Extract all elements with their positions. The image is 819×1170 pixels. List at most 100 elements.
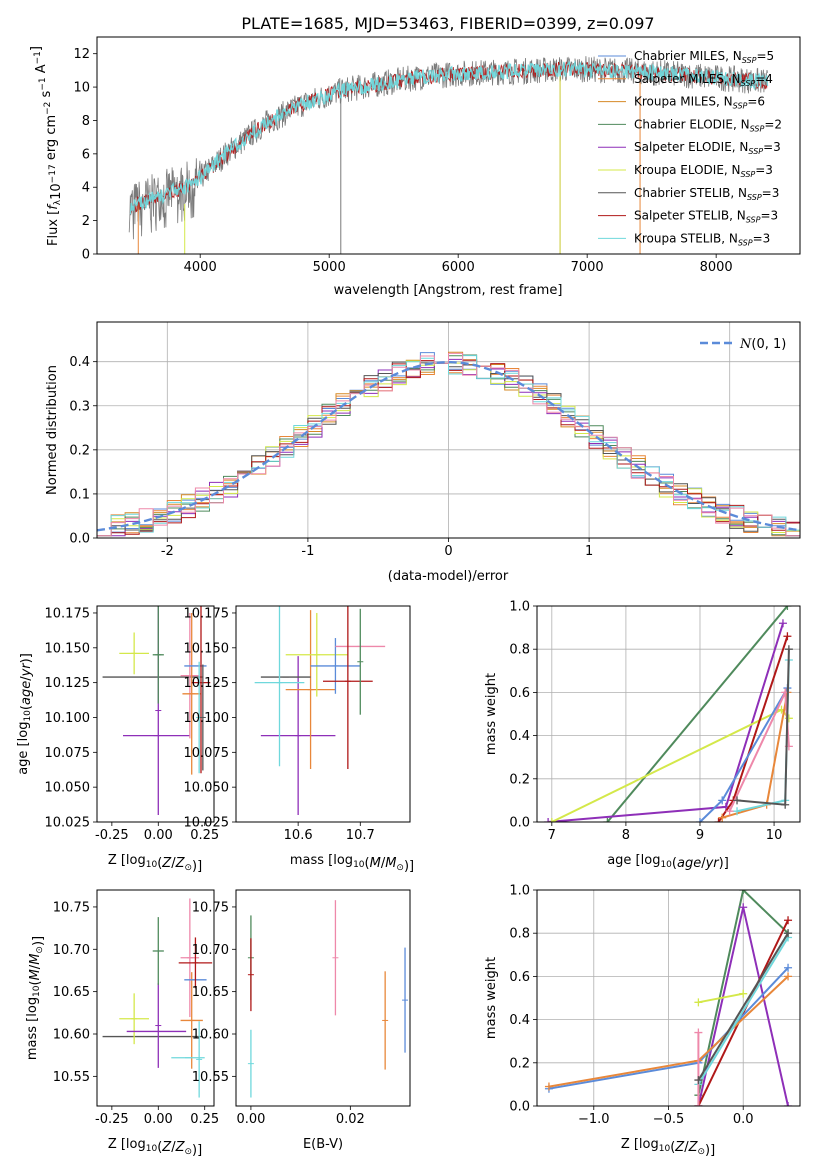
label-part: ( — [157, 1140, 162, 1155]
y-tick-label: 10.150 — [184, 641, 230, 656]
x-tick-label: 0.00 — [144, 828, 173, 843]
y-tick-label: 0 — [82, 248, 90, 263]
label-part: / — [171, 1140, 176, 1155]
label-part: ⊙ — [184, 863, 192, 873]
label-part: Z — [161, 1140, 172, 1155]
spectrum-plot-area — [128, 56, 769, 254]
y-tick-label: 10.60 — [192, 1028, 229, 1043]
label-part: )] — [719, 856, 729, 871]
weight-marker — [714, 818, 723, 822]
y-tick-label: 0.6 — [509, 970, 530, 985]
x-axis-label: Z [log10(Z/Z⊙)] — [108, 1137, 202, 1158]
legend-subscript: SSP — [733, 102, 748, 111]
y-tick-label: 10.075 — [45, 746, 91, 761]
mass-vs-EBV-plot-area — [247, 900, 409, 1098]
label-part: / — [381, 856, 386, 871]
weight-line — [697, 936, 789, 1085]
legend-label: Kroupa ELODIE, NSSP=3 — [634, 163, 773, 179]
x-tick-label: 0.0 — [733, 1112, 754, 1127]
residual-histogram-panel: -2 -1 0 1 2 0.0 0.1 0.2 0.3 0.4 (data-model)/error… — [45, 321, 801, 584]
label-part: M — [28, 954, 43, 965]
legend-subscript: SSP — [742, 56, 757, 65]
x-axis-label: E(B-V) — [303, 1137, 343, 1152]
label-part: ( — [28, 980, 43, 985]
weight-marker — [547, 818, 556, 822]
label-part: Z — [175, 1140, 186, 1155]
axes-frame — [96, 889, 215, 1107]
residual-histogram-plot-area — [97, 351, 800, 537]
x-tick-label: 0.25 — [190, 828, 219, 843]
label-part: ⊙ — [184, 1147, 192, 1157]
label-part: 10 — [23, 710, 33, 722]
legend-text: Chabrier ELODIE, N — [634, 117, 750, 131]
label-part: )] — [705, 1143, 715, 1158]
label-part: ( — [19, 705, 34, 710]
label-part: −2 — [43, 102, 53, 115]
y-tick-label: 0.2 — [509, 772, 530, 787]
axes-frame — [536, 889, 801, 1107]
mass-weight-vs-Z-panel: −1.0 −0.5 0.00.00.20.40.60.81.0Z [log10(Z/… — [484, 884, 801, 1158]
legend-label: Chabrier ELODIE, NSSP=2 — [634, 117, 782, 133]
x-tick-label: 10 — [766, 828, 783, 843]
legend-text: =3 — [753, 231, 771, 245]
label-part: )] — [19, 653, 34, 663]
legend-text: =3 — [762, 186, 780, 200]
label-part: 10 — [659, 1144, 671, 1154]
y-tick-label: 0.0 — [509, 1100, 530, 1115]
legend-subscript: SSP — [741, 170, 756, 179]
y-tick-label: 10.150 — [45, 641, 91, 656]
legend-label: Chabrier MILES, NSSP=5 — [634, 49, 774, 65]
label-part: 10 — [660, 860, 672, 870]
legend-text: =5 — [756, 49, 774, 63]
weight-marker — [781, 800, 790, 809]
label-part: erg cm — [44, 115, 59, 164]
x-tick-label: 10.7 — [346, 828, 375, 843]
label-part: E(B-V) — [303, 1137, 343, 1152]
y-tick-label: 0.0 — [509, 816, 530, 831]
x-tick-label: 2 — [726, 544, 734, 559]
y-tick-label: 0.6 — [509, 686, 530, 701]
figure-title: PLATE=1685, MJD=53463, FIBERID=0399, z=0… — [241, 14, 654, 33]
legend-text: Kroupa MILES, N — [634, 95, 733, 109]
label-part: M — [28, 969, 43, 980]
label-part: )] — [192, 859, 202, 874]
y-tick-label: 0.1 — [69, 487, 90, 502]
y-tick-label: 2 — [82, 214, 90, 229]
legend-text: Chabrier STELIB, N — [634, 186, 747, 200]
legend-text: Chabrier MILES, N — [634, 49, 742, 63]
weight-marker — [739, 890, 748, 894]
y-tick-label: 10.175 — [184, 606, 230, 621]
legend-text: Salpeter STELIB, N — [634, 209, 746, 223]
label-part: ⊙ — [35, 946, 45, 954]
legend-label: Salpeter MILES, NSSP=4 — [634, 72, 773, 88]
x-tick-label: −0.5 — [653, 1112, 685, 1127]
mass-vs-Z-panel: -0.25 0.00 0.25 10.55 10.60 10.65 10.70 10.75 Z … — [25, 889, 219, 1158]
label-part: Z — [161, 856, 172, 871]
label-part: −1 — [38, 77, 48, 90]
label-part: / — [19, 676, 34, 681]
age-vs-Z-panel: -0.25 0.00 0.25 10.025 10.050 10.075 10.100 10.… — [16, 605, 219, 874]
x-tick-label: 8 — [622, 828, 630, 843]
label-part: 10 — [146, 860, 158, 870]
weight-marker — [739, 989, 748, 998]
y-tick-label: 10.70 — [53, 943, 90, 958]
legend-subscript: SSP — [748, 147, 763, 156]
legend-label: Kroupa MILES, NSSP=6 — [634, 95, 765, 111]
legend-label: Salpeter ELODIE, NSSP=3 — [634, 140, 781, 156]
x-axis-label: mass [log10(M/M⊙)] — [290, 853, 414, 874]
legend-label: N(0, 1) — [739, 337, 786, 352]
x-tick-label: -0.25 — [95, 828, 129, 843]
label-part: Z [log — [621, 1137, 659, 1152]
label-part: ( — [670, 1140, 675, 1155]
weight-marker — [694, 1028, 703, 1037]
y-tick-label: 10.75 — [192, 900, 229, 915]
y-tick-label: 1.0 — [509, 600, 530, 615]
x-axis-label: Z [log10(Z/Z⊙)] — [108, 853, 202, 874]
y-tick-label: 10.025 — [45, 816, 91, 831]
x-axis-label: (data-model)/error — [388, 569, 509, 584]
y-axis-label: age [log10(age/yr)] — [16, 653, 34, 775]
label-part: s — [39, 90, 54, 101]
y-tick-label: 8 — [82, 114, 90, 129]
